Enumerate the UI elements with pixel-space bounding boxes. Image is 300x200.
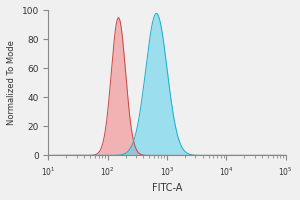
Y-axis label: Normalized To Mode: Normalized To Mode [7, 40, 16, 125]
X-axis label: FITC-A: FITC-A [152, 183, 182, 193]
